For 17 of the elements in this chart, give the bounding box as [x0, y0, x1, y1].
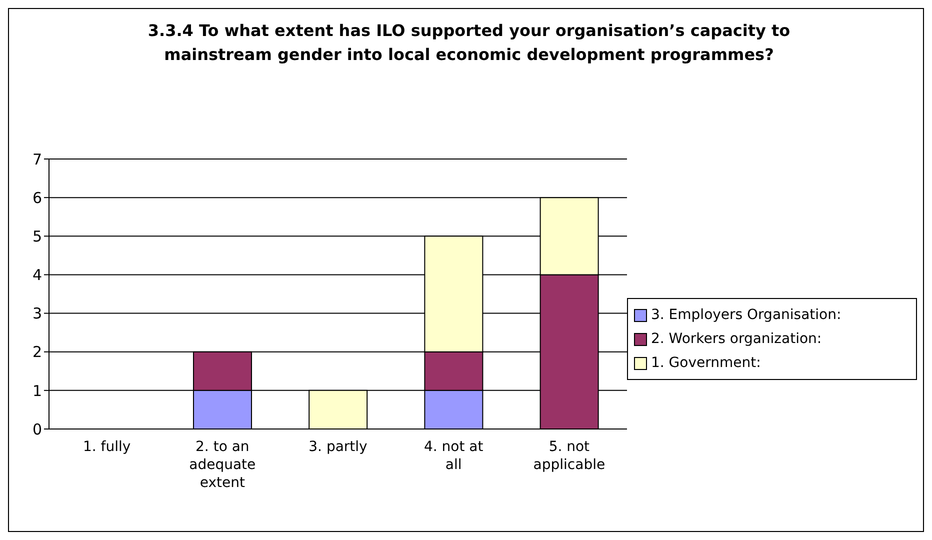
y-tick-label: 0	[32, 420, 42, 438]
y-tick-label: 4	[32, 266, 42, 284]
y-tick-label: 1	[32, 382, 42, 400]
legend-label: 3. Employers Organisation:	[651, 306, 842, 325]
x-tick-label: 4. not at all	[424, 439, 484, 473]
x-tick-label: 5. not applicable	[533, 439, 606, 473]
y-tick-label: 7	[32, 150, 42, 168]
chart-title: 3.3.4 To what extent has ILO supported your organisation’s capacity to mainstream gender into local economic development programmes?	[146, 20, 792, 66]
y-tick-label: 5	[32, 227, 42, 246]
y-tick-label: 6	[32, 188, 42, 207]
legend-label: 1. Government:	[651, 354, 761, 373]
x-tick-label: 1. fully	[82, 439, 131, 455]
x-tick-label: 3. partly	[308, 439, 368, 455]
y-tick-label: 3	[32, 304, 42, 323]
x-tick-label: 2. to an adequate extent	[189, 439, 256, 491]
y-tick-label: 2	[32, 343, 42, 362]
legend-label: 2. Workers organization:	[651, 330, 822, 349]
